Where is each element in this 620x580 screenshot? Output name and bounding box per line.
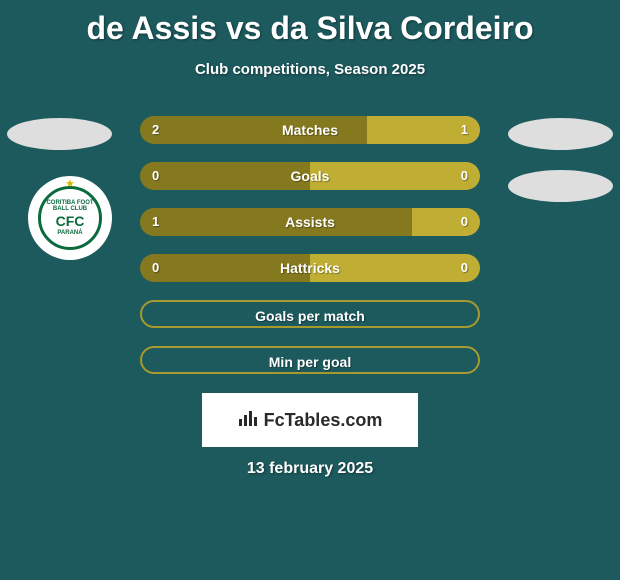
player-right-placeholder-1 bbox=[508, 118, 613, 150]
stat-label: Matches bbox=[140, 116, 480, 144]
stat-row: 00Goals bbox=[140, 162, 480, 190]
stat-label: Assists bbox=[140, 208, 480, 236]
club-badge: ★ CORITIBA FOOT BALL CLUB CFC PARANÁ bbox=[28, 176, 112, 260]
stat-row: Min per goal bbox=[140, 346, 480, 374]
badge-center-text: CFC bbox=[56, 214, 85, 228]
player-left-placeholder bbox=[7, 118, 112, 150]
page-title: de Assis vs da Silva Cordeiro bbox=[0, 0, 620, 47]
stat-label: Hattricks bbox=[140, 254, 480, 282]
date-text: 13 february 2025 bbox=[0, 460, 620, 478]
subtitle: Club competitions, Season 2025 bbox=[0, 61, 620, 78]
stat-label: Goals per match bbox=[142, 302, 478, 328]
fctables-logo: FcTables.com bbox=[202, 393, 418, 447]
logo-text: FcTables.com bbox=[264, 410, 383, 431]
stat-row: Goals per match bbox=[140, 300, 480, 328]
stat-row: 21Matches bbox=[140, 116, 480, 144]
badge-top-text: CORITIBA FOOT BALL CLUB bbox=[41, 200, 99, 212]
stat-label: Goals bbox=[140, 162, 480, 190]
stat-row: 00Hattricks bbox=[140, 254, 480, 282]
stats-container: 21Matches 00Goals 10Assists 00Hattricks Goal… bbox=[140, 116, 480, 392]
star-icon: ★ bbox=[65, 177, 75, 190]
stat-label: Min per goal bbox=[142, 348, 478, 374]
stat-row: 10Assists bbox=[140, 208, 480, 236]
badge-bottom-text: PARANÁ bbox=[57, 230, 82, 236]
player-right-placeholder-2 bbox=[508, 170, 613, 202]
bar-chart-icon bbox=[238, 409, 258, 432]
